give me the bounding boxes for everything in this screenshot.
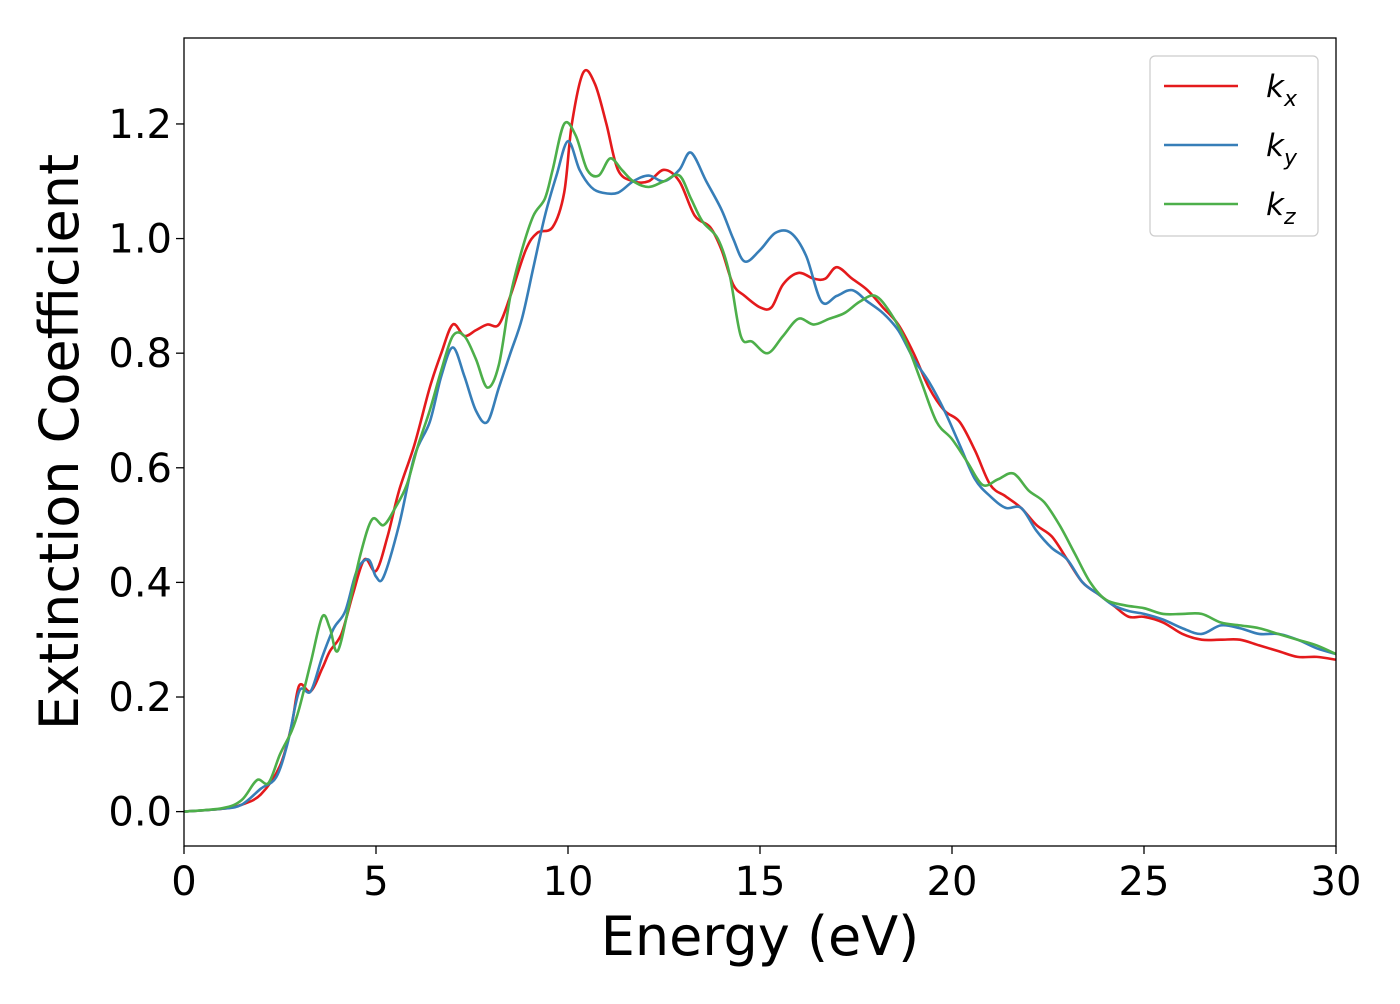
y-tick-label: 0.8 (108, 331, 172, 377)
y-tick-label: 1.0 (108, 217, 172, 263)
y-tick-label: 0.6 (108, 446, 172, 492)
x-tick-label: 15 (735, 859, 786, 905)
x-tick-label: 25 (1119, 859, 1170, 905)
legend-label-x: kx (1266, 69, 1298, 112)
x-axis-ticks: 0 5 10 15 20 25 30 (171, 846, 1361, 905)
y-tick-label: 0.4 (108, 560, 172, 606)
legend-label-y: ky (1266, 128, 1298, 171)
x-tick-label: 0 (171, 859, 196, 905)
x-tick-label: 10 (543, 859, 594, 905)
x-tick-label: 20 (927, 859, 978, 905)
x-tick-label: 30 (1311, 859, 1362, 905)
y-tick-label: 0.2 (108, 675, 172, 721)
x-axis-label: Energy (eV) (601, 905, 920, 968)
x-tick-label: 5 (363, 859, 388, 905)
legend-label-z: kz (1266, 187, 1296, 230)
legend-items: kx ky kz (1164, 69, 1298, 230)
legend: kx ky kz (1149, 55, 1319, 237)
y-axis-label: Extinction Coefficient (28, 154, 91, 730)
y-tick-label: 1.2 (108, 102, 172, 148)
y-tick-label: 0.0 (108, 790, 172, 836)
series-layer (184, 68, 1336, 813)
y-axis-ticks: 0.0 0.2 0.4 0.6 0.8 1.0 1.2 (108, 102, 184, 836)
series-line-z (184, 120, 1336, 813)
